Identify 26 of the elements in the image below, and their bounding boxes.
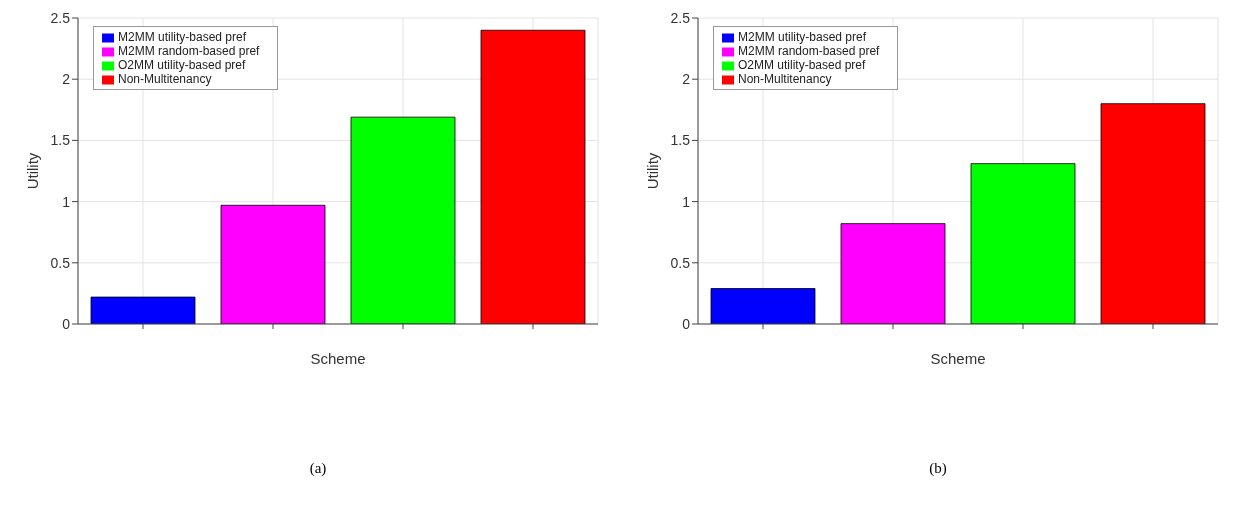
legend-label: Non-Multitenancy	[118, 72, 212, 86]
legend-label: O2MM utility-based pref	[738, 58, 866, 72]
legend-label: M2MM random-based pref	[118, 44, 260, 58]
text: (b)	[928, 460, 948, 477]
y-axis-title: Utility	[24, 152, 42, 190]
y-tick-label: 2	[682, 71, 691, 88]
y-tick-label: 1.5	[50, 132, 71, 149]
y-tick-label: 0.5	[50, 254, 71, 271]
y-tick-label: 0	[682, 315, 691, 332]
legend-label: M2MM random-based pref	[738, 44, 880, 58]
y-tick-label: 2.5	[50, 9, 71, 26]
y-tick-label: 1	[682, 193, 691, 210]
y-axis-title: Utility	[644, 152, 662, 190]
y-tick-label: 0	[62, 315, 71, 332]
legend-label: O2MM utility-based pref	[118, 58, 246, 72]
text: (a)	[308, 460, 328, 477]
legend-label: M2MM utility-based pref	[738, 30, 867, 44]
y-tick-label: 1.5	[670, 132, 691, 149]
y-tick-label: 2.5	[670, 9, 691, 26]
y-tick-label: 0.5	[670, 254, 691, 271]
y-tick-label: 2	[62, 71, 71, 88]
legend-label: Non-Multitenancy	[738, 72, 832, 86]
x-axis-title: Scheme	[310, 350, 366, 367]
legend-label: M2MM utility-based pref	[118, 30, 247, 44]
x-axis-title: Scheme	[930, 350, 986, 367]
y-tick-label: 1	[62, 193, 71, 210]
